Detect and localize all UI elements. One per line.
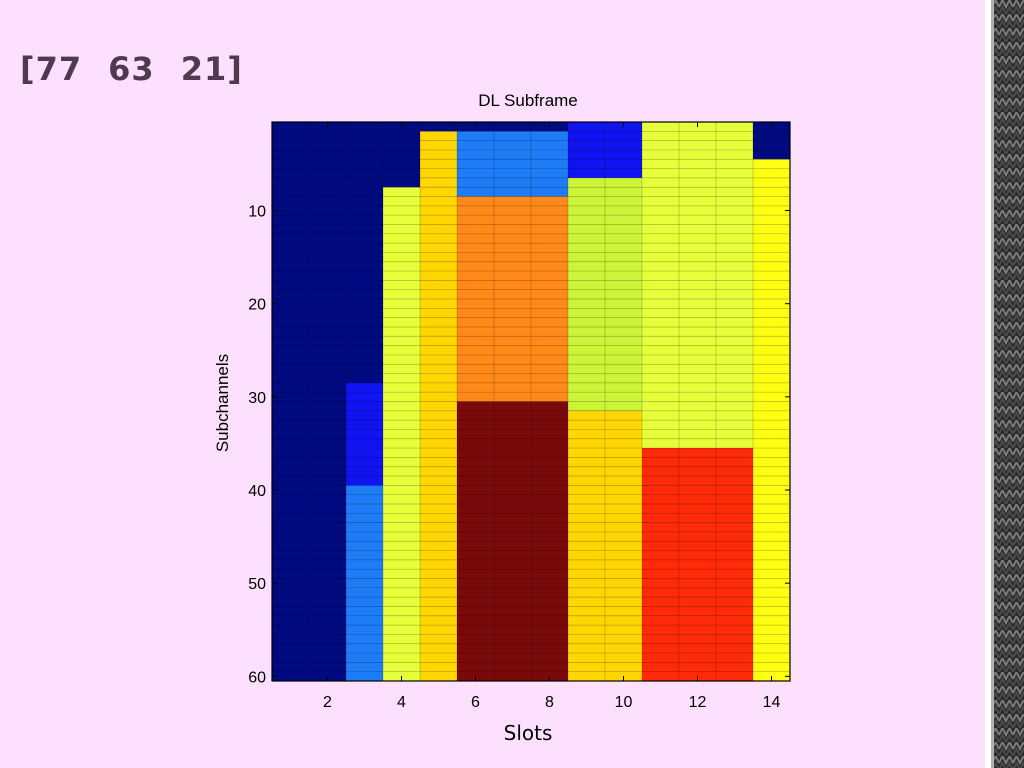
heatmap-region-9 xyxy=(457,122,568,132)
heatmap-region-2 xyxy=(272,382,346,681)
x-tick-label: 12 xyxy=(689,694,707,711)
y-tick-label: 30 xyxy=(248,390,266,407)
x-tick-label: 6 xyxy=(471,694,480,711)
plot-area xyxy=(271,121,791,682)
heatmap-region-16 xyxy=(642,122,753,449)
plot-border xyxy=(271,121,791,682)
x-tick-label: 14 xyxy=(763,694,781,711)
heatmap-region-19 xyxy=(753,159,790,681)
chart-title: DL Subframe xyxy=(478,91,578,110)
title-part-1: [77 xyxy=(20,50,83,88)
heatmap-region-1 xyxy=(272,122,383,393)
heatmap-region-12 xyxy=(457,401,568,681)
heatmap-region-5 xyxy=(383,122,420,188)
heatmap-chart: DL Subframe 2 4 6 8 10 12 14 10 20 30 40 50 60 Slot… xyxy=(213,91,791,745)
heatmap-region-4 xyxy=(346,485,383,681)
title-part-3: 21] xyxy=(180,50,243,88)
slide-title: [77 63 21] xyxy=(20,50,243,88)
heatmap-region-15 xyxy=(568,410,642,681)
heatmap-region-13 xyxy=(568,122,642,178)
y-axis: 10 20 30 40 50 60 xyxy=(248,204,790,686)
title-part-2: 63 xyxy=(108,50,155,88)
x-axis-label: Slots xyxy=(504,721,553,745)
heatmap-region-17 xyxy=(642,448,753,681)
heatmap-region-8 xyxy=(420,131,457,681)
x-tick-label: 2 xyxy=(323,694,332,711)
decorative-border xyxy=(985,0,1024,768)
heatmap-region-18 xyxy=(753,122,790,160)
x-tick-label: 8 xyxy=(545,694,554,711)
y-axis-label: Subchannels xyxy=(213,354,232,452)
y-tick-label: 20 xyxy=(248,297,266,314)
y-tick-label: 50 xyxy=(248,576,266,593)
heatmap-region-11 xyxy=(457,196,568,402)
heatmap-region-7 xyxy=(420,122,457,132)
y-tick-label: 40 xyxy=(248,483,266,500)
x-tick-label: 10 xyxy=(615,694,633,711)
y-tick-label: 10 xyxy=(248,204,266,221)
heatmap-region-3 xyxy=(346,382,383,486)
heatmap-region-10 xyxy=(457,131,568,197)
x-tick-label: 4 xyxy=(397,694,406,711)
heatmap-region-14 xyxy=(568,177,642,411)
y-tick-label: 60 xyxy=(248,669,266,686)
heatmap-region-6 xyxy=(383,187,420,681)
x-axis: 2 4 6 8 10 12 14 xyxy=(323,122,781,711)
grid-lines xyxy=(272,122,790,682)
